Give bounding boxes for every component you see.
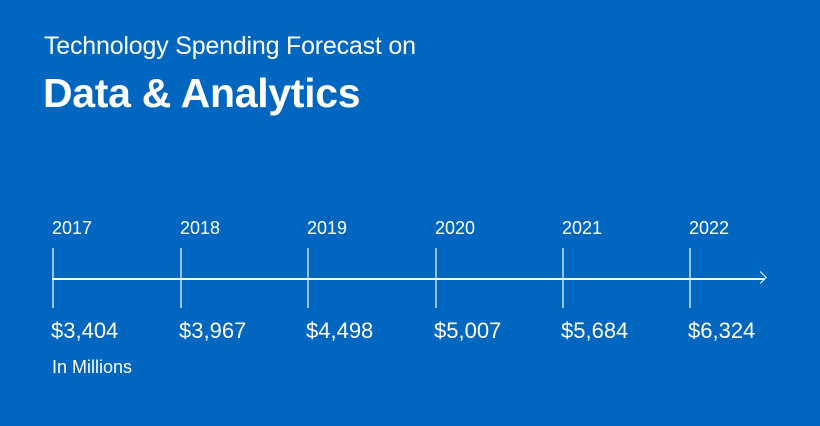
timeline-tick bbox=[562, 248, 564, 308]
year-label: 2020 bbox=[435, 218, 476, 238]
timeline-tick bbox=[435, 248, 437, 308]
spending-value: $3,967 bbox=[179, 318, 247, 343]
spending-value: $5,684 bbox=[561, 318, 629, 343]
unit-note: In Millions bbox=[52, 357, 133, 377]
timeline-tick bbox=[180, 248, 182, 308]
timeline-tick bbox=[52, 248, 54, 308]
year-label: 2022 bbox=[689, 218, 730, 238]
year-label: 2018 bbox=[180, 218, 221, 238]
year-label: 2019 bbox=[307, 218, 348, 238]
spending-value: $5,007 bbox=[434, 318, 502, 343]
spending-value: $4,498 bbox=[306, 318, 374, 343]
timeline-tick bbox=[689, 248, 691, 308]
spending-value: $3,404 bbox=[51, 318, 119, 343]
timeline-tick bbox=[307, 248, 309, 308]
spending-value: $6,324 bbox=[688, 318, 756, 343]
year-label: 2021 bbox=[562, 218, 603, 238]
year-label: 2017 bbox=[52, 218, 93, 238]
arrow-right-icon bbox=[754, 271, 767, 284]
subtitle: Technology Spending Forecast on bbox=[44, 32, 416, 60]
page-title: Data & Analytics bbox=[43, 70, 361, 116]
timeline-axis bbox=[52, 278, 764, 280]
